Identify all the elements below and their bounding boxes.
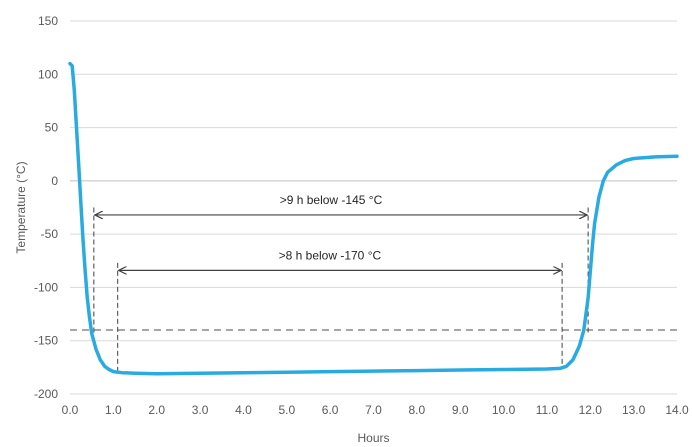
x-tick-label: 11.0 (536, 403, 559, 417)
x-tick-label: 10.0 (492, 403, 516, 417)
y-tick-label: -100 (34, 280, 58, 294)
y-tick-label: -150 (34, 334, 58, 348)
y-tick-label: 100 (38, 67, 58, 81)
x-tick-label: 2.0 (148, 403, 165, 417)
x-tick-label: 12.0 (579, 403, 603, 417)
x-tick-label: 1.0 (105, 403, 122, 417)
y-tick-label: 0 (51, 174, 58, 188)
y-tick-label: -200 (34, 387, 58, 401)
y-tick-label: 150 (38, 14, 58, 28)
x-tick-label: 3.0 (192, 403, 209, 417)
series-line (68, 61, 679, 376)
annotations: >9 h below -145 °C >8 h below -170 °C (93, 193, 589, 373)
annotation-label: >9 h below -145 °C (280, 193, 383, 207)
x-tick-labels: 0.0 1.0 2.0 3.0 4.0 5.0 6.0 7.0 8.0 9.0 10.0 11.0 12… (62, 403, 689, 417)
x-tick-label: 14.0 (665, 403, 689, 417)
x-tick-label: 4.0 (235, 403, 252, 417)
x-tick-label: 6.0 (322, 403, 339, 417)
x-axis-title: Hours (357, 431, 389, 445)
gridlines (70, 20, 677, 395)
y-tick-label: -50 (41, 227, 59, 241)
y-tick-labels: 150 100 50 0 -50 -100 -150 -200 (34, 14, 58, 401)
x-tick-label: 8.0 (409, 403, 426, 417)
x-tick-label: 7.0 (365, 403, 382, 417)
x-tick-label: 0.0 (62, 403, 79, 417)
x-tick-label: 5.0 (278, 403, 295, 417)
x-tick-label: 9.0 (452, 403, 469, 417)
series-group (68, 61, 679, 376)
x-tick-label: 13.0 (622, 403, 646, 417)
y-tick-label: 50 (45, 121, 59, 135)
y-axis-title: Temperature (°C) (14, 161, 28, 253)
annotation-label: >8 h below -170 °C (279, 248, 382, 262)
